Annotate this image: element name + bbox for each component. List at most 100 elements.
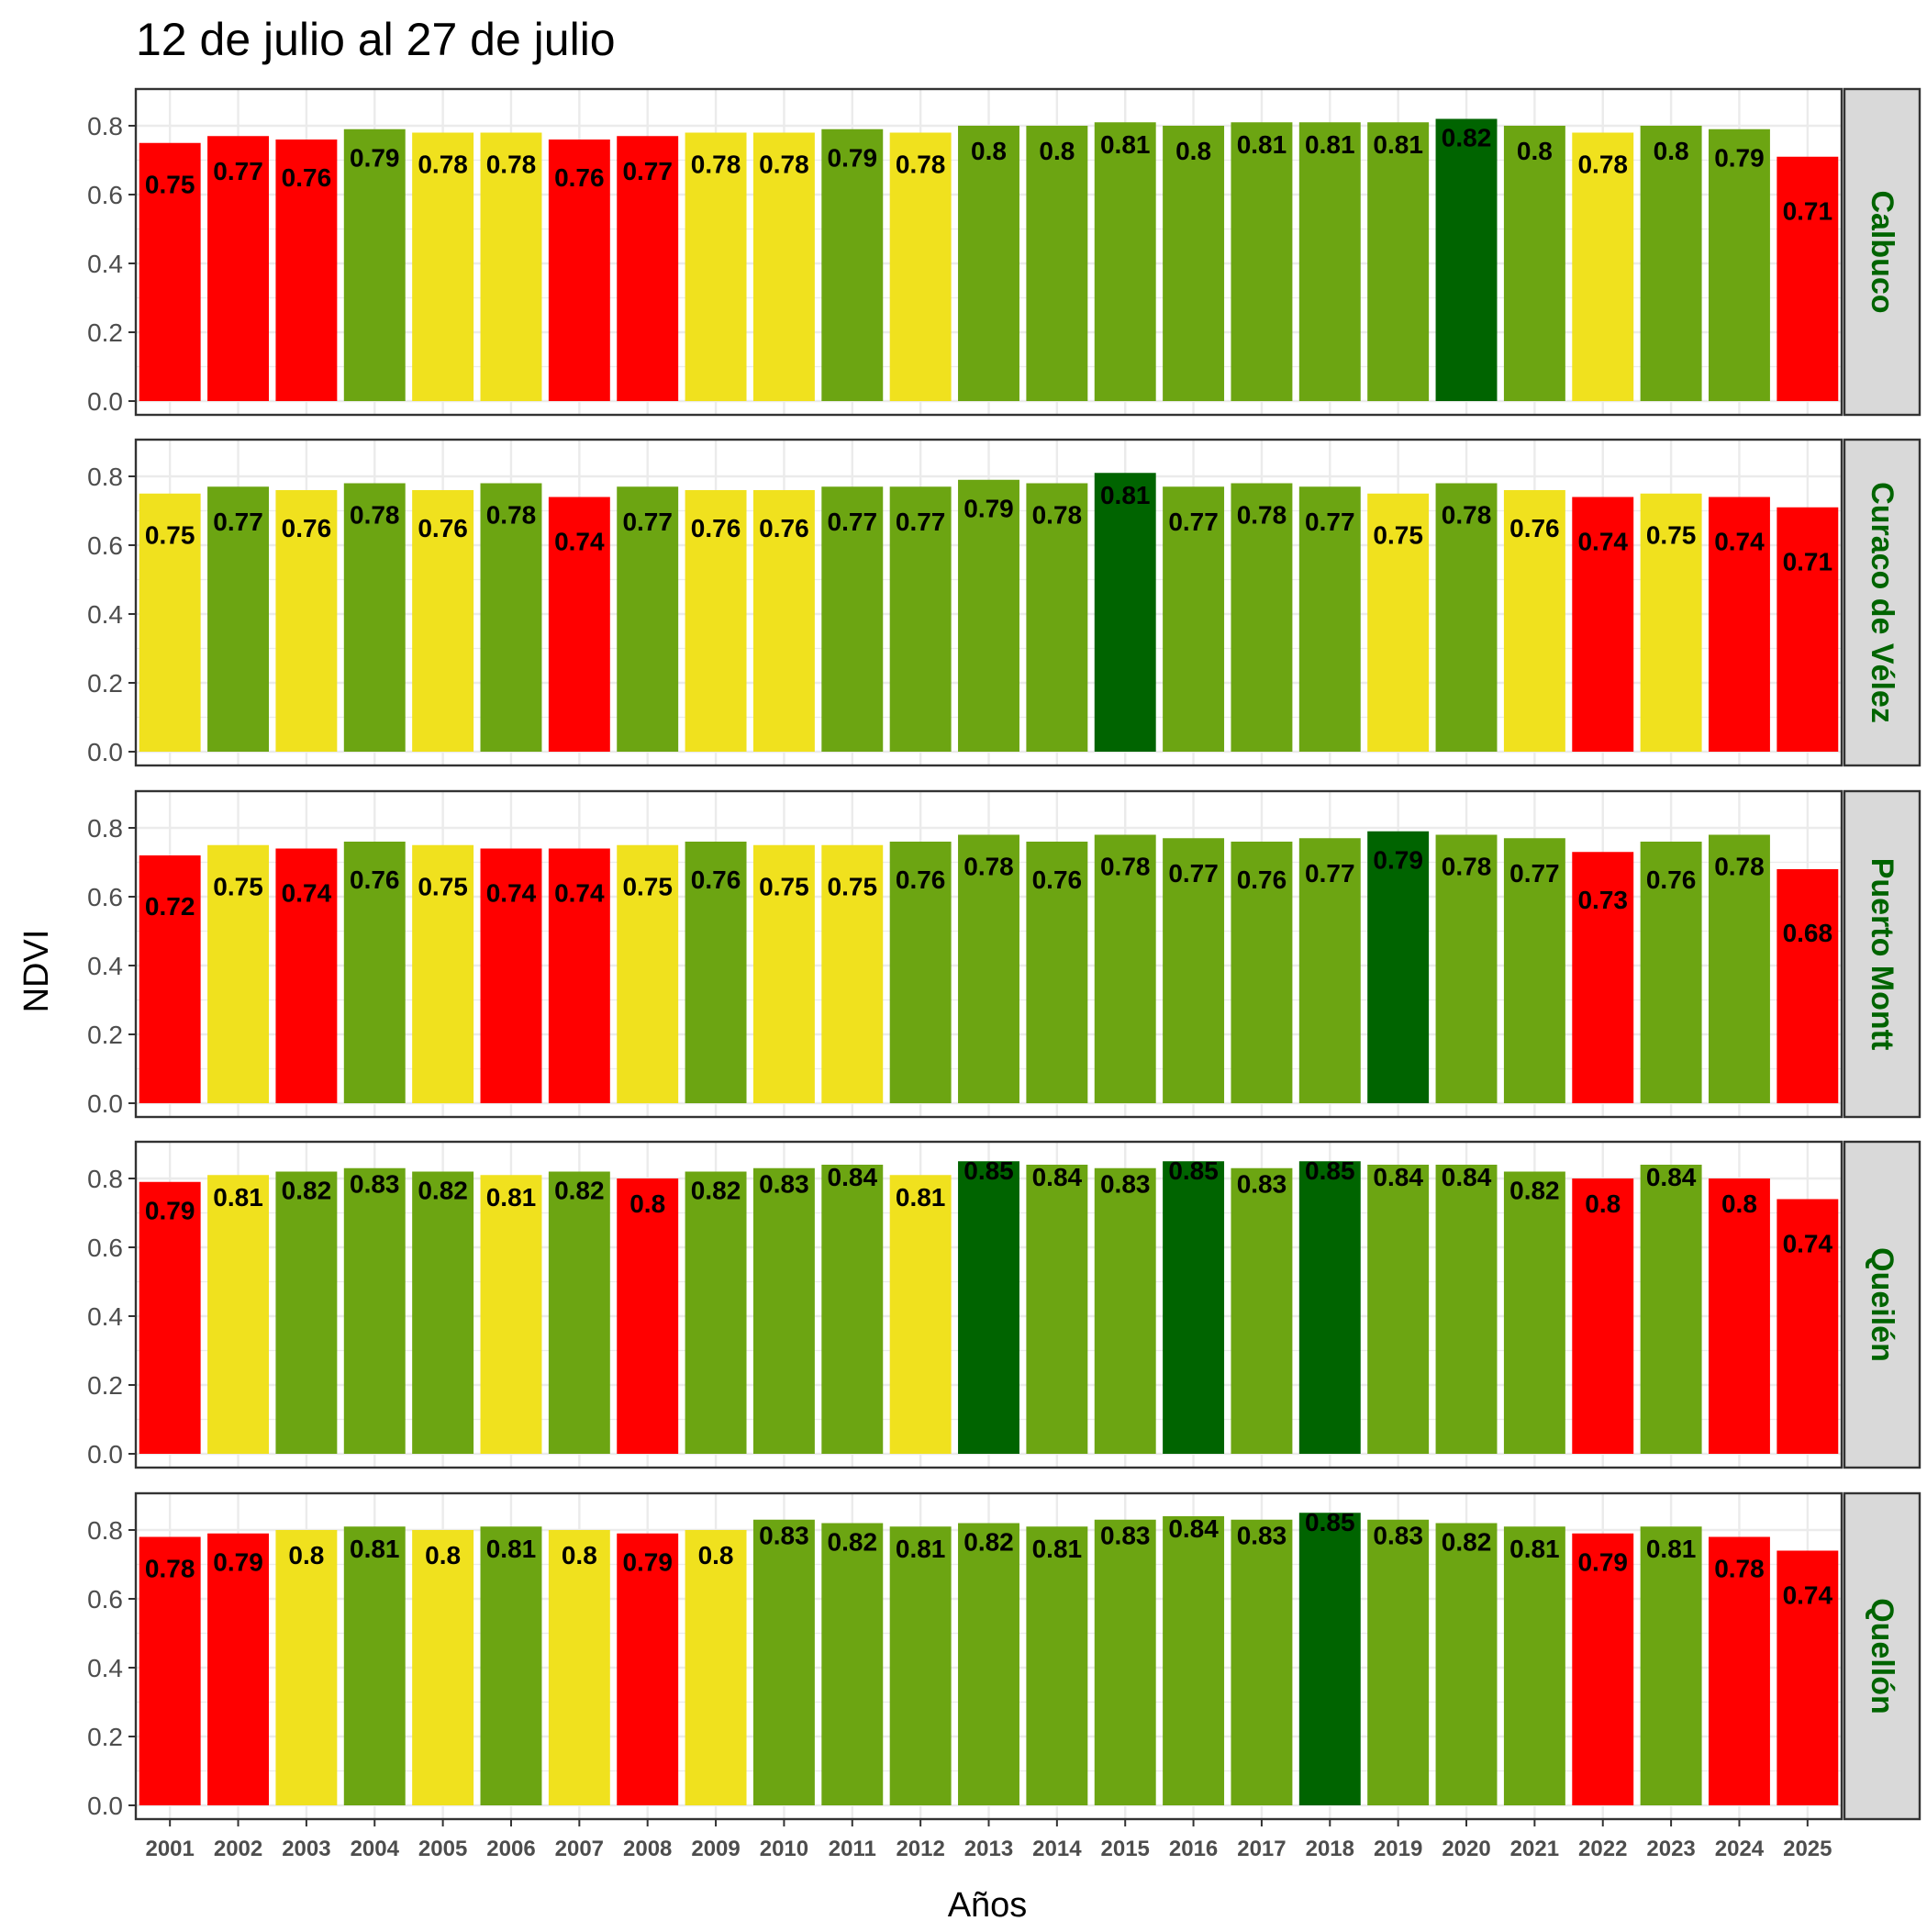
bar	[958, 479, 1019, 752]
bar-value-label: 0.82	[1442, 1528, 1492, 1557]
bar	[548, 848, 610, 1103]
x-tick-label: 2023	[1646, 1837, 1695, 1861]
bar	[1777, 869, 1839, 1103]
x-tick-label: 2012	[896, 1837, 944, 1861]
bar	[752, 1167, 815, 1454]
bar	[343, 1526, 406, 1805]
bar-value-label: 0.85	[1168, 1156, 1219, 1185]
bar	[889, 486, 952, 752]
bar-value-label: 0.84	[1373, 1163, 1423, 1191]
bar-value-label: 0.8	[629, 1189, 665, 1218]
y-tick-label: 0.6	[87, 1585, 123, 1614]
x-tick-label: 2015	[1101, 1837, 1150, 1861]
bar-value-label: 0.77	[1168, 508, 1219, 536]
facet-strip-label: Puerto Montt	[1865, 858, 1899, 1051]
y-tick-label: 0.8	[87, 463, 123, 491]
y-tick-label: 0.2	[87, 1371, 123, 1400]
bar-value-label: 0.74	[1783, 1581, 1833, 1610]
bar	[1094, 473, 1156, 752]
facet-panels: 0.0 0.2 0.4 0.6 0.8 0.75 0.77 0.76 0.79 0.78 0.78 0…	[87, 87, 1921, 1861]
bar-value-label: 0.83	[759, 1521, 809, 1549]
bar-value-label: 0.76	[282, 514, 332, 542]
bar	[1503, 126, 1565, 401]
bar-value-label: 0.77	[1509, 859, 1560, 888]
bar-value-label: 0.76	[554, 163, 605, 192]
bar-value-label: 0.85	[1305, 1508, 1355, 1536]
bar	[821, 1165, 884, 1454]
bar-value-label: 0.78	[418, 151, 468, 179]
bar-value-label: 0.77	[622, 157, 673, 185]
bar-value-label: 0.82	[1509, 1177, 1560, 1205]
bar-value-label: 0.76	[1646, 865, 1697, 894]
bar	[343, 128, 406, 401]
bar	[1572, 132, 1634, 401]
y-tick-label: 0.6	[87, 181, 123, 209]
bar-value-label: 0.78	[896, 151, 946, 179]
y-tick-label: 0.4	[87, 600, 123, 629]
bar-value-label: 0.81	[1100, 481, 1151, 509]
bar	[889, 132, 952, 401]
bar	[1572, 497, 1634, 752]
bar	[1572, 1533, 1634, 1805]
bar-value-label: 0.82	[554, 1177, 605, 1205]
bar-value-label: 0.79	[1577, 1547, 1628, 1576]
bar	[207, 1533, 270, 1805]
y-tick-label: 0.2	[87, 318, 123, 347]
bar	[1777, 507, 1839, 752]
bar	[821, 128, 884, 401]
bar-value-label: 0.85	[1305, 1156, 1355, 1185]
bar	[548, 1171, 610, 1454]
x-tick-label: 2016	[1169, 1837, 1218, 1861]
bar	[1094, 834, 1156, 1103]
bar-value-label: 0.83	[350, 1169, 400, 1198]
bar	[1708, 834, 1770, 1103]
bar-value-label: 0.74	[282, 879, 332, 908]
bar-value-label: 0.81	[486, 1183, 537, 1212]
bar	[207, 486, 270, 752]
y-tick-label: 0.2	[87, 1021, 123, 1049]
x-tick-label: 2019	[1374, 1837, 1422, 1861]
bar	[1298, 486, 1361, 752]
bar-value-label: 0.78	[1442, 853, 1492, 881]
bar	[1163, 1516, 1225, 1805]
bar	[1572, 852, 1634, 1103]
x-tick-label: 2017	[1237, 1837, 1286, 1861]
bar	[275, 490, 338, 752]
y-tick-label: 0.0	[87, 1440, 123, 1469]
bar-value-label: 0.82	[964, 1528, 1014, 1557]
bar-value-label: 0.74	[1783, 1230, 1833, 1258]
bar	[207, 1175, 270, 1454]
bar	[1777, 156, 1839, 401]
y-tick-label: 0.8	[87, 112, 123, 140]
panel-border	[134, 1140, 1843, 1469]
bar-value-label: 0.75	[828, 872, 878, 900]
bar-value-label: 0.83	[1237, 1169, 1287, 1198]
bar-value-label: 0.77	[896, 508, 946, 536]
y-tick-label: 0.4	[87, 952, 123, 980]
bar	[617, 136, 679, 401]
bar-value-label: 0.68	[1783, 919, 1833, 947]
bar	[412, 490, 474, 752]
y-tick-label: 0.0	[87, 387, 123, 416]
x-tick-label: 2018	[1306, 1837, 1354, 1861]
facet-strip-label: Queilén	[1865, 1247, 1899, 1362]
bar	[1026, 842, 1088, 1103]
bar-value-label: 0.8	[1585, 1189, 1621, 1218]
bar-value-label: 0.79	[1714, 143, 1765, 172]
bar-value-label: 0.81	[1032, 1535, 1083, 1563]
bar-value-label: 0.77	[828, 508, 878, 536]
y-tick-label: 0.4	[87, 250, 123, 278]
bar	[958, 126, 1019, 401]
bar	[1163, 1161, 1225, 1454]
bar	[1367, 122, 1430, 401]
bar	[1640, 1165, 1702, 1454]
bar-value-label: 0.83	[1373, 1521, 1423, 1549]
bar	[1435, 834, 1498, 1103]
bar-value-label: 0.78	[1714, 1555, 1765, 1583]
bar	[412, 1171, 474, 1454]
bar-value-label: 0.78	[486, 501, 537, 530]
y-tick-label: 0.0	[87, 1792, 123, 1820]
bar	[1708, 128, 1770, 401]
